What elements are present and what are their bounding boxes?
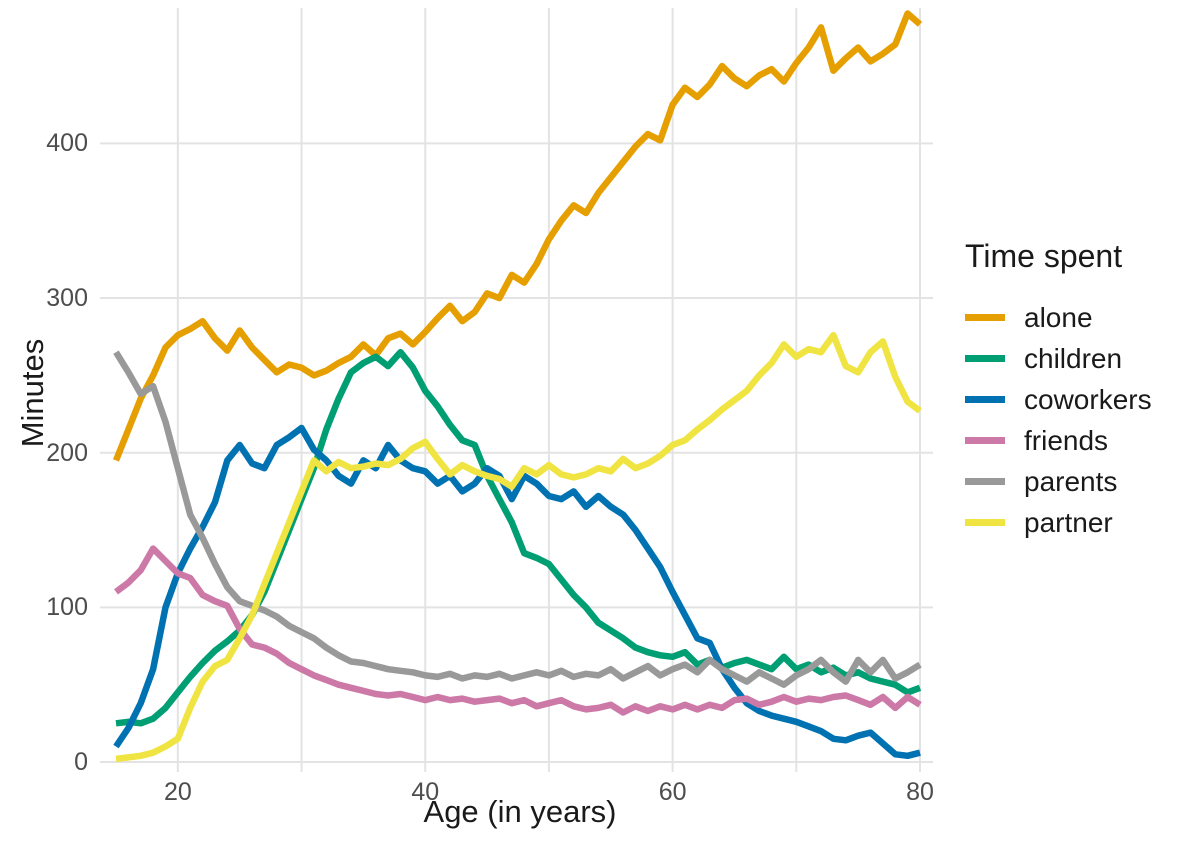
line-coworkers — [113, 424, 921, 760]
legend-item-coworkers: coworkers — [965, 379, 1195, 420]
y-tick-label-400: 400 — [46, 129, 88, 158]
line-children — [115, 348, 922, 727]
x-tick-label-40: 40 — [411, 778, 440, 806]
legend: Time spent alone children coworkers friends… — [965, 238, 1195, 543]
line-alone — [112, 10, 923, 462]
legend-item-children: children — [965, 338, 1195, 379]
legend-key-friends — [965, 437, 1005, 444]
x-tick-label-80: 80 — [906, 778, 934, 806]
x-axis-title: Age (in years) — [423, 794, 617, 829]
y-tick-label-100: 100 — [46, 593, 88, 622]
legend-label-alone: alone — [1024, 301, 1093, 333]
legend-item-parents: parents — [965, 461, 1195, 502]
legend-key-alone — [965, 314, 1005, 321]
legend-key-partner — [965, 519, 1005, 526]
legend-label-friends: friends — [1024, 424, 1109, 456]
legend-item-friends: friends — [965, 420, 1195, 461]
legend-key-parents — [965, 478, 1005, 485]
x-tick-label-20: 20 — [163, 778, 192, 806]
legend-label-children: children — [1024, 342, 1123, 374]
line-partner — [115, 331, 922, 763]
legend-item-list: alone children coworkers friends parents part… — [965, 297, 1195, 543]
line-parents — [113, 350, 922, 688]
legend-label-coworkers: coworkers — [1024, 383, 1152, 415]
legend-item-alone: alone — [965, 297, 1195, 338]
y-tick-label-200: 200 — [46, 438, 88, 467]
line-friends — [114, 545, 922, 716]
legend-item-partner: partner — [965, 502, 1195, 543]
legend-label-parents: parents — [1024, 465, 1118, 497]
legend-label-partner: partner — [1024, 506, 1113, 538]
legend-key-coworkers — [965, 396, 1005, 403]
y-tick-label-0: 0 — [74, 748, 88, 776]
y-tick-label-300: 300 — [46, 284, 88, 313]
legend-title: Time spent — [965, 238, 1123, 274]
legend-key-children — [965, 355, 1005, 362]
y-axis-title: Minutes — [15, 338, 50, 448]
x-tick-label-60: 60 — [658, 778, 687, 806]
